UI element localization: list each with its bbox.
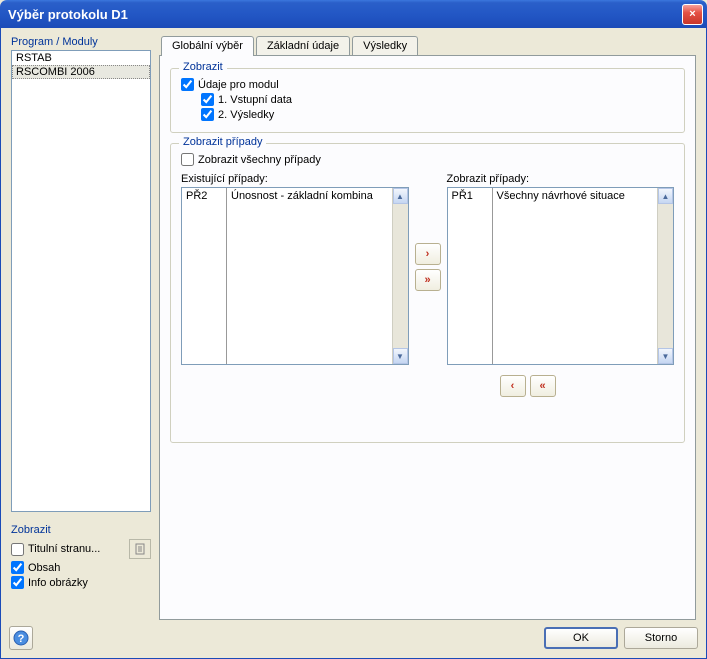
cancel-button[interactable]: Storno — [624, 627, 698, 649]
tab-strip: Globální výběr Základní údaje Výsledky — [161, 36, 696, 55]
scroll-up-icon[interactable]: ▲ — [658, 188, 673, 204]
module-item-label: RSTAB — [16, 52, 52, 64]
move-buttons: › » — [415, 173, 441, 291]
checkbox-label: 2. Výsledky — [218, 109, 274, 121]
chevron-right-icon: › — [426, 248, 430, 260]
checkbox-label: Info obrázky — [28, 577, 88, 589]
move-all-right-button[interactable]: » — [415, 269, 441, 291]
bottom-button-row: ? OK Storno — [9, 626, 698, 650]
checkbox-label: Obsah — [28, 562, 60, 574]
svg-text:?: ? — [18, 633, 25, 645]
document-icon — [134, 543, 146, 555]
case-desc[interactable]: Všechny návrhové situace — [493, 188, 658, 364]
titulni-settings-button[interactable] — [129, 539, 151, 559]
checkbox-label: Zobrazit všechny případy — [198, 154, 321, 166]
check-row-input-data: 1. Vstupní data — [201, 92, 674, 107]
left-panel: Program / Moduly RSTAB RSCOMBI 2006 Zobr… — [11, 36, 151, 590]
scrollbar[interactable]: ▲ ▼ — [392, 188, 408, 364]
modules-group-label: Program / Moduly — [11, 36, 151, 48]
checkbox-module-data[interactable] — [181, 78, 194, 91]
checkbox-show-all[interactable] — [181, 153, 194, 166]
tab-global[interactable]: Globální výběr — [161, 36, 254, 56]
scroll-down-icon[interactable]: ▼ — [658, 348, 673, 364]
help-icon: ? — [13, 630, 29, 646]
check-row-info: Info obrázky — [11, 575, 151, 590]
display-label: Zobrazit případy: — [447, 173, 675, 185]
check-row-titulni: Titulní stranu... — [11, 538, 151, 560]
module-list[interactable]: RSTAB RSCOMBI 2006 — [11, 50, 151, 512]
titlebar: Výběr protokolu D1 × — [0, 0, 707, 28]
case-id[interactable]: PŘ2 — [182, 188, 227, 364]
double-chevron-left-icon: « — [539, 380, 545, 392]
tab-label: Globální výběr — [172, 40, 243, 52]
case-desc[interactable]: Únosnost - základní kombina — [227, 188, 392, 364]
cases-row: Existující případy: PŘ2 Únosnost - zákla… — [181, 173, 674, 365]
module-item-label: RSCOMBI 2006 — [16, 66, 95, 78]
close-button[interactable]: × — [682, 4, 703, 25]
checkbox-label: 1. Vstupní data — [218, 94, 292, 106]
double-chevron-right-icon: » — [424, 274, 430, 286]
checkbox-info[interactable] — [11, 576, 24, 589]
zobrazit-group: Zobrazit Titulní stranu... Obsah Info ob… — [11, 524, 151, 590]
scroll-up-icon[interactable]: ▲ — [393, 188, 408, 204]
existing-cases-col: Existující případy: PŘ2 Únosnost - zákla… — [181, 173, 409, 365]
move-all-left-button[interactable]: « — [530, 375, 556, 397]
tab-basic[interactable]: Základní údaje — [256, 36, 350, 55]
help-button[interactable]: ? — [9, 626, 33, 650]
scroll-down-icon[interactable]: ▼ — [393, 348, 408, 364]
fieldset-zobrazit: Zobrazit Údaje pro modul 1. Vstupní data… — [170, 68, 685, 133]
checkbox-label: Údaje pro modul — [198, 79, 279, 91]
move-right-button[interactable]: › — [415, 243, 441, 265]
window-title: Výběr protokolu D1 — [8, 7, 682, 22]
tab-label: Výsledky — [363, 40, 407, 52]
checkbox-label: Titulní stranu... — [28, 543, 100, 555]
ok-button[interactable]: OK — [544, 627, 618, 649]
tab-results[interactable]: Výsledky — [352, 36, 418, 55]
existing-label: Existující případy: — [181, 173, 409, 185]
below-buttons: ‹ « — [381, 375, 674, 397]
check-row-obsah: Obsah — [11, 560, 151, 575]
list-inner: PŘ1 Všechny návrhové situace — [448, 188, 658, 364]
close-icon: × — [689, 8, 695, 20]
display-cases-list[interactable]: PŘ1 Všechny návrhové situace ▲ ▼ — [447, 187, 675, 365]
existing-cases-list[interactable]: PŘ2 Únosnost - základní kombina ▲ ▼ — [181, 187, 409, 365]
case-id[interactable]: PŘ1 — [448, 188, 493, 364]
checkbox-obsah[interactable] — [11, 561, 24, 574]
checkbox-input-data[interactable] — [201, 93, 214, 106]
right-panel: Globální výběr Základní údaje Výsledky Z… — [159, 36, 696, 626]
checkbox-results[interactable] — [201, 108, 214, 121]
dialog-content: Program / Moduly RSTAB RSCOMBI 2006 Zobr… — [0, 28, 707, 659]
checkbox-titulni[interactable] — [11, 543, 24, 556]
tab-label: Základní údaje — [267, 40, 339, 52]
fieldset-legend: Zobrazit — [179, 61, 227, 73]
list-inner: PŘ2 Únosnost - základní kombina — [182, 188, 392, 364]
check-row-module-data: Údaje pro modul — [181, 77, 674, 92]
move-left-button[interactable]: ‹ — [500, 375, 526, 397]
zobrazit-label: Zobrazit — [11, 524, 151, 536]
module-item-rscombi[interactable]: RSCOMBI 2006 — [12, 65, 150, 79]
scrollbar[interactable]: ▲ ▼ — [657, 188, 673, 364]
chevron-left-icon: ‹ — [511, 380, 515, 392]
tab-body: Zobrazit Údaje pro modul 1. Vstupní data… — [159, 55, 696, 620]
fieldset-legend: Zobrazit případy — [179, 136, 266, 148]
check-row-results: 2. Výsledky — [201, 107, 674, 122]
check-row-show-all: Zobrazit všechny případy — [181, 152, 674, 167]
fieldset-cases: Zobrazit případy Zobrazit všechny případ… — [170, 143, 685, 443]
module-item-rstab[interactable]: RSTAB — [12, 51, 150, 65]
display-cases-col: Zobrazit případy: PŘ1 Všechny návrhové s… — [447, 173, 675, 365]
